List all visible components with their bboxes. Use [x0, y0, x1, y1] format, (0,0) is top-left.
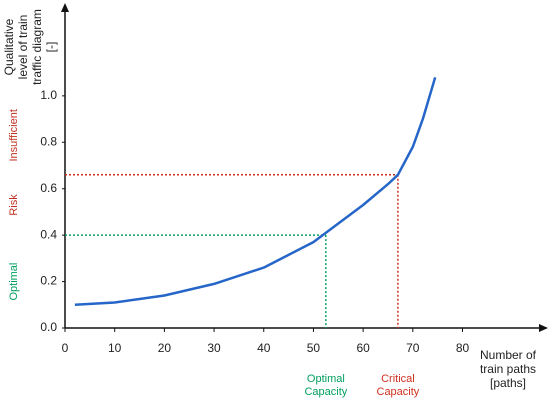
x-tick-label: 80	[456, 341, 470, 355]
x-axis-title: [paths]	[490, 376, 526, 390]
y-tick-label: 1.0	[40, 88, 57, 102]
y-axis-title: Qualitative	[2, 18, 16, 75]
y-tick-label: 0.0	[40, 320, 57, 334]
y-tick-label: 0.8	[40, 134, 57, 148]
x-tick-label: 0	[62, 341, 69, 355]
y-tick-label: 0.2	[40, 274, 57, 288]
x-tick-label: 50	[307, 341, 321, 355]
x-tick-label: 40	[257, 341, 271, 355]
y-axis-title: level of train	[16, 15, 30, 80]
zone-label: Insufficient	[8, 109, 20, 161]
y-axis-title: traffic diagram	[30, 9, 44, 85]
x-tick-label: 70	[406, 341, 420, 355]
zone-label: Optimal	[8, 263, 20, 301]
y-axis-arrow	[61, 3, 69, 12]
y-tick-label: 0.6	[40, 181, 57, 195]
x-axis-title: Number of	[480, 348, 537, 362]
x-axis-arrow	[539, 324, 548, 332]
marker-label: Capacity	[377, 386, 420, 398]
marker-label: Capacity	[304, 386, 347, 398]
y-tick-label: 0.4	[40, 227, 57, 241]
x-axis-title: train paths	[480, 362, 536, 376]
x-tick-label: 30	[207, 341, 221, 355]
y-axis-title: [-]	[44, 42, 58, 53]
zone-label: Risk	[8, 194, 20, 216]
x-tick-label: 10	[108, 341, 122, 355]
marker-label: Optimal	[307, 373, 345, 385]
marker-label: Critical	[381, 373, 415, 385]
x-tick-label: 60	[356, 341, 370, 355]
x-tick-label: 20	[158, 341, 172, 355]
curve	[74, 76, 437, 307]
